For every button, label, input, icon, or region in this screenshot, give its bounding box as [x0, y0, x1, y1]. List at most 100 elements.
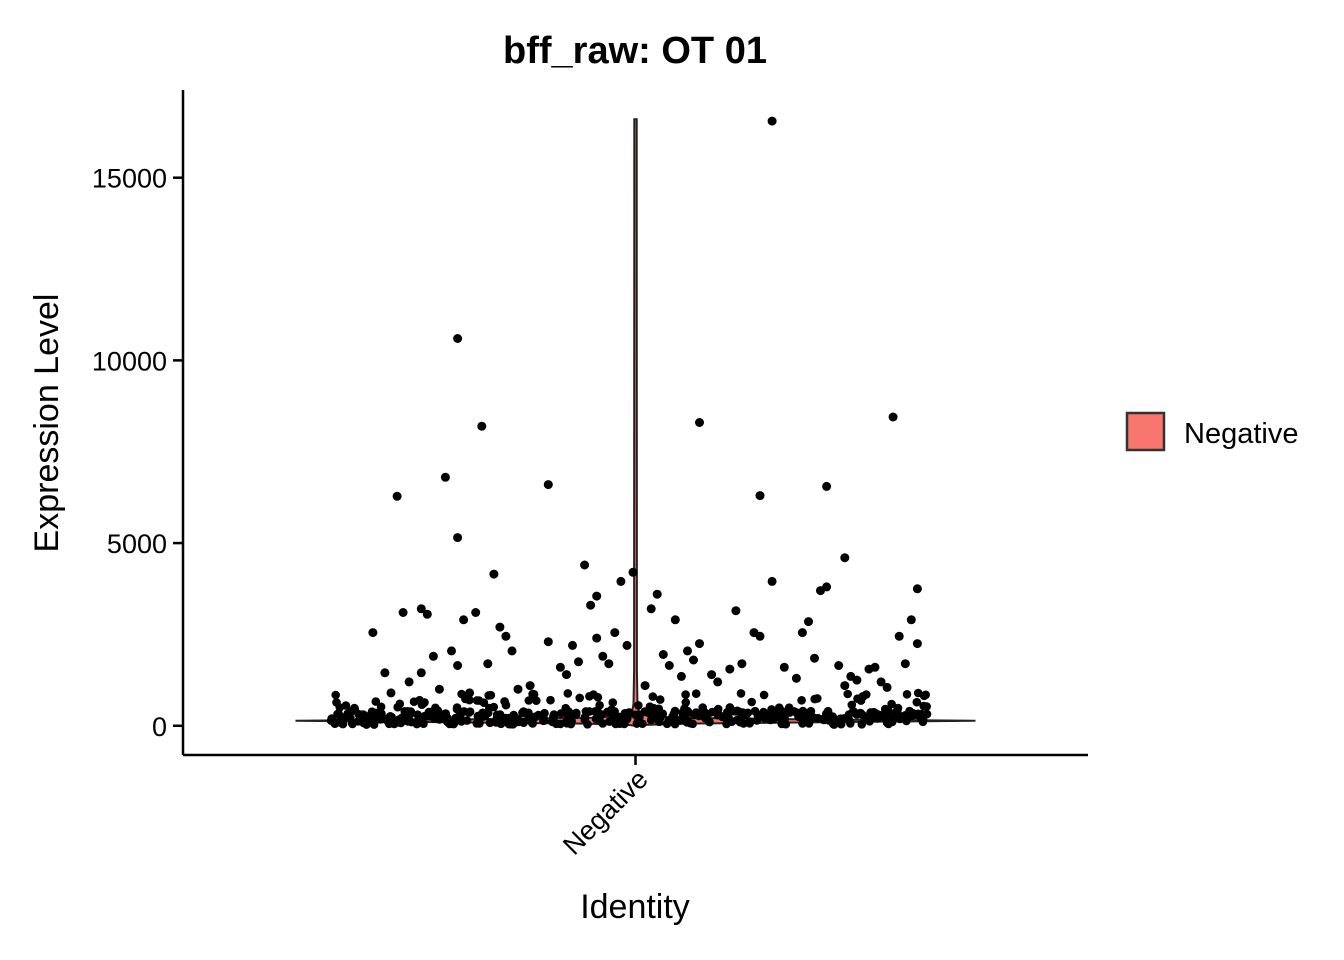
y-tick-label: 5000 [107, 529, 167, 559]
data-point [616, 576, 626, 586]
data-point [750, 706, 760, 716]
data-point [549, 712, 559, 721]
data-point [681, 698, 691, 707]
data-point [524, 696, 534, 705]
data-point [330, 719, 340, 728]
data-point [575, 693, 584, 703]
data-point [882, 682, 892, 692]
data-point [779, 662, 789, 672]
data-point [713, 677, 723, 687]
data-point [888, 412, 898, 422]
data-point [632, 711, 642, 721]
data-point [540, 708, 549, 718]
data-point [836, 714, 845, 723]
data-point [745, 719, 754, 728]
data-point [767, 116, 777, 126]
data-point [355, 710, 365, 719]
data-point [376, 702, 386, 712]
data-point [453, 334, 463, 343]
data-point [852, 675, 862, 685]
data-point [648, 692, 658, 701]
violin-shape [295, 118, 976, 727]
data-point [652, 589, 662, 599]
data-point [477, 421, 487, 431]
data-point [912, 584, 922, 594]
data-point [892, 706, 902, 716]
data-point [459, 615, 469, 625]
data-point [347, 718, 357, 728]
data-point [852, 709, 861, 719]
data-point [741, 710, 750, 720]
data-point [586, 600, 596, 610]
data-point [543, 637, 553, 647]
data-point [524, 712, 533, 722]
data-point [402, 712, 412, 721]
y-axis-ticks: 0 5000 10000 15000 [92, 164, 183, 742]
data-point [843, 689, 852, 699]
data-point [718, 712, 727, 722]
data-point [912, 639, 922, 649]
data-point [453, 661, 463, 670]
data-point [567, 709, 577, 719]
y-tick-label: 15000 [92, 164, 167, 194]
data-point [505, 713, 514, 723]
data-point [876, 677, 886, 687]
data-point [784, 706, 793, 716]
data-point [670, 615, 680, 625]
data-point [452, 704, 462, 714]
data-point [884, 706, 893, 716]
data-point [518, 708, 527, 718]
data-point [471, 608, 481, 617]
data-point [767, 576, 777, 586]
data-point [574, 657, 583, 667]
data-point [422, 609, 432, 619]
data-point [645, 702, 655, 711]
data-point [840, 553, 850, 563]
data-point [894, 631, 904, 641]
data-point [489, 702, 499, 712]
data-point [628, 567, 638, 577]
data-point [492, 710, 502, 720]
data-point [592, 633, 602, 643]
data-point [413, 710, 422, 719]
data-point [556, 709, 566, 718]
data-point [525, 681, 535, 691]
data-point [806, 706, 816, 716]
data-point [919, 701, 928, 711]
data-point [495, 622, 505, 632]
data-point [654, 717, 664, 727]
data-point [416, 604, 426, 614]
data-point [791, 673, 801, 683]
data-point [798, 708, 808, 717]
data-point [918, 717, 928, 727]
data-point [347, 707, 356, 716]
legend: Negative [1125, 411, 1298, 452]
data-point [439, 711, 448, 721]
data-point [906, 615, 916, 625]
data-point [620, 719, 629, 729]
data-point [662, 719, 672, 729]
data-point [370, 713, 380, 723]
data-point [686, 718, 695, 728]
data-point [730, 707, 740, 716]
data-point [858, 692, 868, 701]
data-point [419, 699, 428, 708]
data-point [902, 690, 912, 699]
data-point [792, 708, 801, 717]
data-point [777, 706, 787, 716]
x-axis-label: Identity [580, 888, 690, 926]
data-point [568, 640, 577, 650]
data-point [834, 661, 844, 670]
data-point [485, 718, 495, 728]
data-point [392, 491, 402, 501]
data-point [530, 712, 540, 722]
data-point [847, 700, 857, 710]
data-point [646, 604, 656, 614]
data-point [870, 662, 880, 672]
data-point [875, 711, 884, 720]
legend-swatch [1125, 411, 1166, 452]
data-point [725, 664, 735, 674]
data-point [664, 661, 674, 670]
data-point [736, 689, 746, 698]
